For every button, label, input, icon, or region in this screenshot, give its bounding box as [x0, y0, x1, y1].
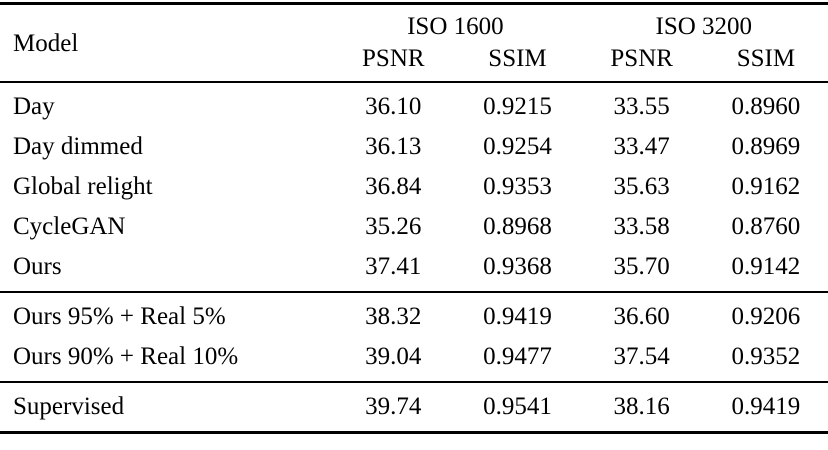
ssim-1600-cell: 0.9353 — [483, 173, 552, 200]
ssim-1600-header: SSIM — [488, 45, 547, 72]
psnr-3200-header: PSNR — [610, 45, 673, 72]
psnr-3200-cell: 33.55 — [613, 93, 670, 120]
table-row: Ours 90% + Real 10% 39.04 0.9477 37.54 0… — [0, 337, 828, 382]
table-row: Ours 37.41 0.9368 35.70 0.9142 — [0, 247, 828, 292]
table-row: Supervised 39.74 0.9541 38.16 0.9419 — [0, 382, 828, 433]
model-cell: Ours 95% + Real 5% — [13, 303, 226, 330]
supervised-group: Supervised 39.74 0.9541 38.16 0.9419 — [0, 382, 828, 433]
psnr-1600-cell: 37.41 — [365, 253, 422, 280]
ssim-1600-cell: 0.9541 — [483, 393, 552, 420]
header-group-row: Model ISO 1600 ISO 3200 — [0, 4, 828, 57]
psnr-1600-cell: 36.13 — [365, 133, 422, 160]
ssim-1600-cell: 0.8968 — [483, 213, 552, 240]
model-cell: Day — [13, 93, 55, 120]
psnr-3200-cell: 38.16 — [613, 393, 670, 420]
psnr-3200-cell: 33.58 — [613, 213, 670, 240]
model-cell: Ours 90% + Real 10% — [13, 343, 239, 370]
ssim-1600-cell: 0.9215 — [483, 93, 552, 120]
ssim-3200-header: SSIM — [736, 45, 796, 72]
mixed-real-group: Ours 95% + Real 5% 38.32 0.9419 36.60 0.… — [0, 292, 828, 382]
model-cell: CycleGAN — [13, 213, 126, 240]
model-cell: Global relight — [13, 173, 153, 200]
results-table: Model ISO 1600 ISO 3200 PSNR SSIM PSNR S… — [0, 2, 828, 434]
psnr-1600-header: PSNR — [362, 45, 425, 72]
model-cell: Ours — [13, 253, 62, 280]
ssim-1600-cell: 0.9254 — [483, 133, 552, 160]
model-cell: Day dimmed — [13, 133, 143, 160]
table-header: Model ISO 1600 ISO 3200 PSNR SSIM PSNR S… — [0, 4, 828, 82]
ssim-3200-cell: 0.8960 — [731, 93, 801, 120]
ssim-3200-cell: 0.9419 — [731, 393, 801, 420]
psnr-1600-cell: 38.32 — [365, 303, 422, 330]
psnr-1600-cell: 39.04 — [365, 343, 422, 370]
iso-1600-group-header: ISO 1600 — [407, 13, 504, 40]
psnr-3200-cell: 36.60 — [613, 303, 670, 330]
ssim-3200-cell: 0.8969 — [731, 133, 801, 160]
table-row: Global relight 36.84 0.9353 35.63 0.9162 — [0, 167, 828, 207]
ssim-1600-cell: 0.9477 — [483, 343, 552, 370]
ssim-3200-cell: 0.9206 — [731, 303, 801, 330]
table-row: CycleGAN 35.26 0.8968 33.58 0.8760 — [0, 207, 828, 247]
psnr-3200-cell: 35.63 — [613, 173, 670, 200]
psnr-3200-cell: 33.47 — [613, 133, 670, 160]
results-table-container: Model ISO 1600 ISO 3200 PSNR SSIM PSNR S… — [0, 2, 828, 434]
ssim-3200-cell: 0.8760 — [731, 213, 801, 240]
psnr-1600-cell: 36.10 — [365, 93, 422, 120]
model-cell: Supervised — [13, 393, 125, 420]
ssim-1600-cell: 0.9419 — [483, 303, 552, 330]
psnr-1600-cell: 39.74 — [365, 393, 422, 420]
psnr-1600-cell: 35.26 — [365, 213, 422, 240]
psnr-3200-cell: 35.70 — [613, 253, 670, 280]
psnr-3200-cell: 37.54 — [613, 343, 670, 370]
ssim-3200-cell: 0.9142 — [731, 253, 801, 280]
ssim-3200-cell: 0.9352 — [731, 343, 801, 370]
model-column-header: Model — [13, 30, 79, 57]
table-row: Ours 95% + Real 5% 38.32 0.9419 36.60 0.… — [0, 292, 828, 337]
iso-3200-group-header: ISO 3200 — [655, 13, 753, 40]
header-sub-row: PSNR SSIM PSNR SSIM — [0, 43, 828, 82]
baseline-models-group: Day 36.10 0.9215 33.55 0.8960 Day dimmed… — [0, 82, 828, 292]
table-row: Day dimmed 36.13 0.9254 33.47 0.8969 — [0, 127, 828, 167]
ssim-1600-cell: 0.9368 — [483, 253, 552, 280]
psnr-1600-cell: 36.84 — [365, 173, 422, 200]
ssim-3200-cell: 0.9162 — [731, 173, 801, 200]
table-row: Day 36.10 0.9215 33.55 0.8960 — [0, 82, 828, 127]
